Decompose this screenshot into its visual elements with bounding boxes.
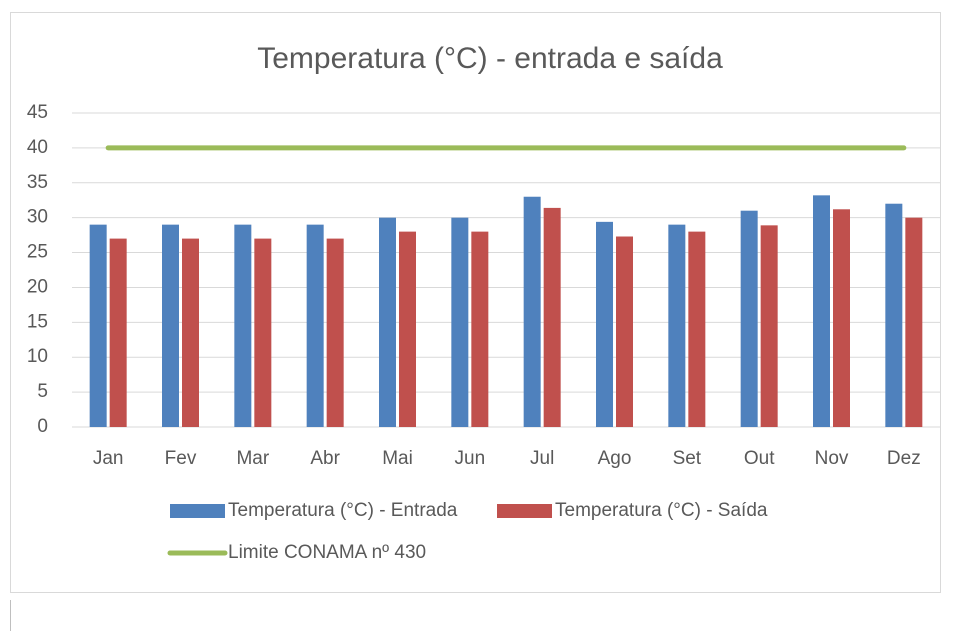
legend-label: Temperatura (°C) - Saída (555, 500, 768, 521)
x-tick-label: Out (744, 448, 775, 469)
legend-swatch (497, 504, 552, 518)
bar (326, 238, 344, 427)
bar (379, 217, 396, 427)
legend-label: Limite CONAMA nº 430 (228, 542, 426, 563)
y-tick-label: 45 (27, 102, 48, 123)
y-tick-label: 25 (27, 242, 48, 263)
y-tick-label: 40 (27, 137, 48, 158)
bar (885, 203, 903, 427)
bar (760, 225, 778, 427)
x-tick-label: Set (673, 448, 702, 469)
y-tick-label: 35 (27, 172, 48, 193)
x-tick-label: Abr (310, 448, 340, 469)
chart-title: Temperatura (°C) - entrada e saída (257, 42, 723, 75)
bar (596, 221, 613, 427)
x-tick-label: Mai (382, 448, 413, 469)
bar (254, 238, 272, 427)
x-tick-label: Nov (815, 448, 849, 469)
bar (451, 217, 469, 427)
x-tick-label: Fev (165, 448, 197, 469)
bar (89, 224, 107, 427)
legend-label: Temperatura (°C) - Entrada (228, 500, 458, 521)
bar (471, 231, 489, 427)
legend-swatch (170, 504, 225, 518)
bar (182, 238, 199, 427)
x-tick-label: Jan (93, 448, 124, 469)
bar (740, 210, 758, 427)
x-tick-label: Dez (887, 448, 921, 469)
bar (162, 224, 179, 427)
bar (523, 196, 541, 427)
y-tick-label: 10 (27, 346, 48, 367)
bar (668, 224, 686, 427)
bar (234, 224, 252, 427)
y-tick-label: 0 (37, 416, 48, 437)
x-tick-label: Jul (530, 448, 554, 469)
y-tick-label: 30 (27, 207, 48, 228)
bar (813, 195, 830, 427)
x-tick-label: Mar (236, 448, 269, 469)
bar (306, 224, 324, 427)
bar (833, 209, 850, 427)
bar (399, 231, 416, 427)
y-tick-label: 20 (27, 276, 48, 297)
y-tick-label: 5 (37, 381, 48, 402)
bar (109, 238, 127, 427)
y-tick-label: 15 (27, 311, 48, 332)
x-tick-label: Ago (598, 448, 632, 469)
bar (688, 231, 706, 427)
x-tick-label: Jun (455, 448, 486, 469)
bar (616, 236, 633, 427)
bar (543, 207, 561, 427)
bar (905, 217, 923, 427)
